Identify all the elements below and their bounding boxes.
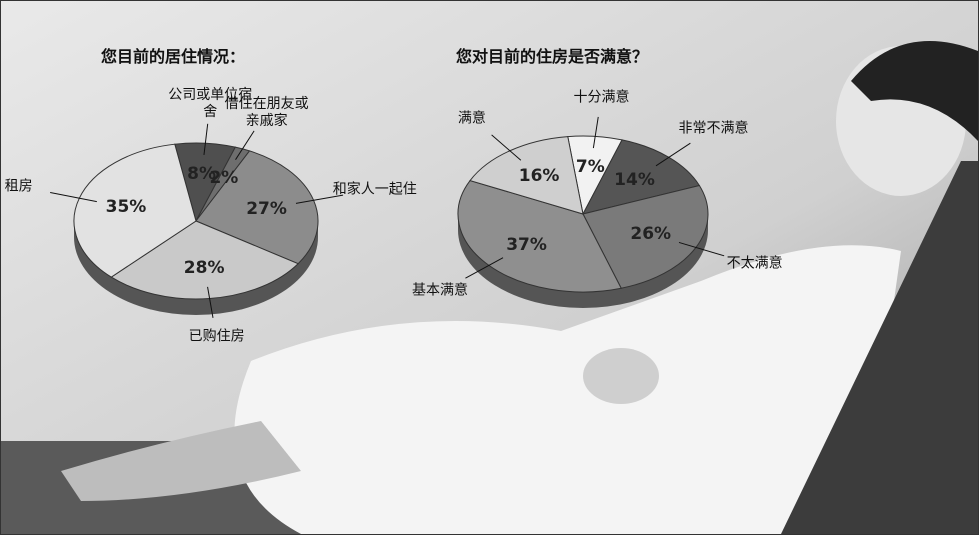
leader-line: [203, 123, 209, 155]
figure-hair: [851, 41, 978, 141]
value-label: 35%: [105, 197, 147, 218]
value-label: 37%: [506, 234, 547, 255]
value-label: 8%: [187, 164, 217, 185]
figure-leg: [61, 421, 301, 501]
value-label: 28%: [183, 257, 225, 278]
category-label: 非常不满意: [678, 120, 749, 137]
value-label: 27%: [246, 198, 287, 219]
leader-line: [592, 116, 599, 149]
value-label: 7%: [575, 157, 605, 178]
category-label: 已购住房: [188, 328, 245, 345]
chair: [781, 161, 978, 534]
leader-line: [678, 241, 725, 257]
figure-hand: [583, 348, 659, 404]
category-label: 不太满意: [726, 255, 783, 272]
category-label: 借住在朋友或亲戚家: [224, 95, 309, 129]
chart-title: 您目前的居住情况：: [101, 47, 246, 66]
leader-line: [235, 130, 255, 160]
leader-line: [465, 257, 504, 279]
value-label: 16%: [518, 166, 560, 187]
value-label: 26%: [630, 224, 672, 245]
category-label: 满意: [457, 110, 486, 127]
category-label: 基本满意: [412, 282, 469, 299]
value-label: 2%: [209, 167, 239, 188]
chart-title: 您对目前的住房是否满意？: [456, 47, 649, 66]
figure-body: [234, 245, 902, 534]
leader-line: [207, 286, 214, 318]
leader-line: [50, 192, 97, 203]
category-label: 公司或单位宿舍: [168, 87, 253, 121]
leader-line: [295, 194, 344, 204]
category-label: 和家人一起住: [332, 181, 417, 198]
leader-line: [655, 142, 691, 167]
category-label: 十分满意: [573, 89, 630, 106]
category-label: 租房: [4, 178, 33, 195]
leader-line: [491, 134, 522, 161]
value-label: 14%: [614, 169, 655, 190]
